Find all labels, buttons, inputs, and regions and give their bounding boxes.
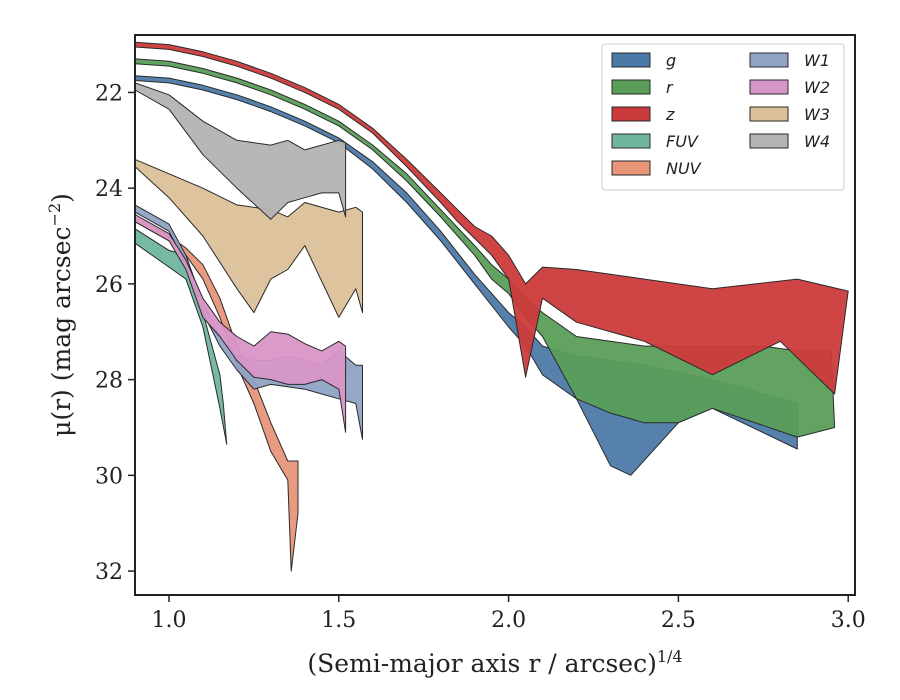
legend-swatch-z bbox=[611, 106, 651, 122]
legend-label-w4: W4 bbox=[804, 132, 830, 151]
legend-label-w1: W1 bbox=[804, 51, 830, 70]
y-tick-label: 22 bbox=[95, 81, 123, 106]
plot-frame bbox=[134, 34, 856, 596]
legend-swatch-w1 bbox=[749, 52, 789, 68]
y-tick-label: 24 bbox=[95, 177, 123, 202]
legend-label-nuv: NUV bbox=[666, 159, 702, 178]
legend-swatch-w2 bbox=[749, 79, 789, 95]
legend-swatch-w4 bbox=[749, 133, 789, 149]
x-tick-label: 3.0 bbox=[831, 608, 866, 633]
legend-entries: grz FUV NUV W1 W2 W3 W4 bbox=[611, 51, 830, 178]
band-nuv bbox=[134, 214, 299, 572]
x-tick-label: 2.0 bbox=[491, 608, 526, 633]
legend-label-fuv: FUV bbox=[666, 132, 699, 151]
y-tick-label: 28 bbox=[95, 369, 123, 394]
legend-swatch-w3 bbox=[749, 106, 789, 122]
legend: grz FUV NUV W1 W2 W3 W4 bbox=[601, 43, 845, 191]
band-w3 bbox=[134, 158, 363, 318]
x-tick-label: 1.5 bbox=[321, 608, 356, 633]
x-tick-label: 2.5 bbox=[661, 608, 696, 633]
legend-label-w3: W3 bbox=[804, 105, 830, 124]
x-tick-label: 1.0 bbox=[151, 608, 186, 633]
band-z bbox=[134, 41, 849, 395]
legend-swatch-fuv bbox=[611, 133, 651, 149]
band-w2 bbox=[134, 214, 347, 433]
ticks-layer: 1.0 1.5 2.0 2.5 3.0 22 24 26 28 30 32 bbox=[95, 81, 866, 633]
legend-swatch-nuv bbox=[611, 160, 651, 176]
bands-layer bbox=[134, 41, 849, 572]
y-tick-label: 32 bbox=[95, 560, 123, 585]
x-axis-label: (Semi-major axis r / arcsec)1/4 bbox=[307, 647, 682, 678]
legend-label-g: g bbox=[666, 51, 676, 70]
y-axis-label: μ(r) (mag arcsec−2) bbox=[45, 193, 76, 437]
y-tick-label: 30 bbox=[95, 464, 123, 489]
legend-label-z: z bbox=[665, 105, 675, 124]
legend-label-w2: W2 bbox=[804, 78, 830, 97]
legend-label-r: r bbox=[666, 78, 674, 97]
legend-swatch-r bbox=[611, 79, 651, 95]
y-tick-label: 26 bbox=[95, 273, 123, 298]
band-w4 bbox=[134, 82, 347, 220]
legend-swatch-g bbox=[611, 52, 651, 68]
band-r bbox=[134, 58, 836, 438]
